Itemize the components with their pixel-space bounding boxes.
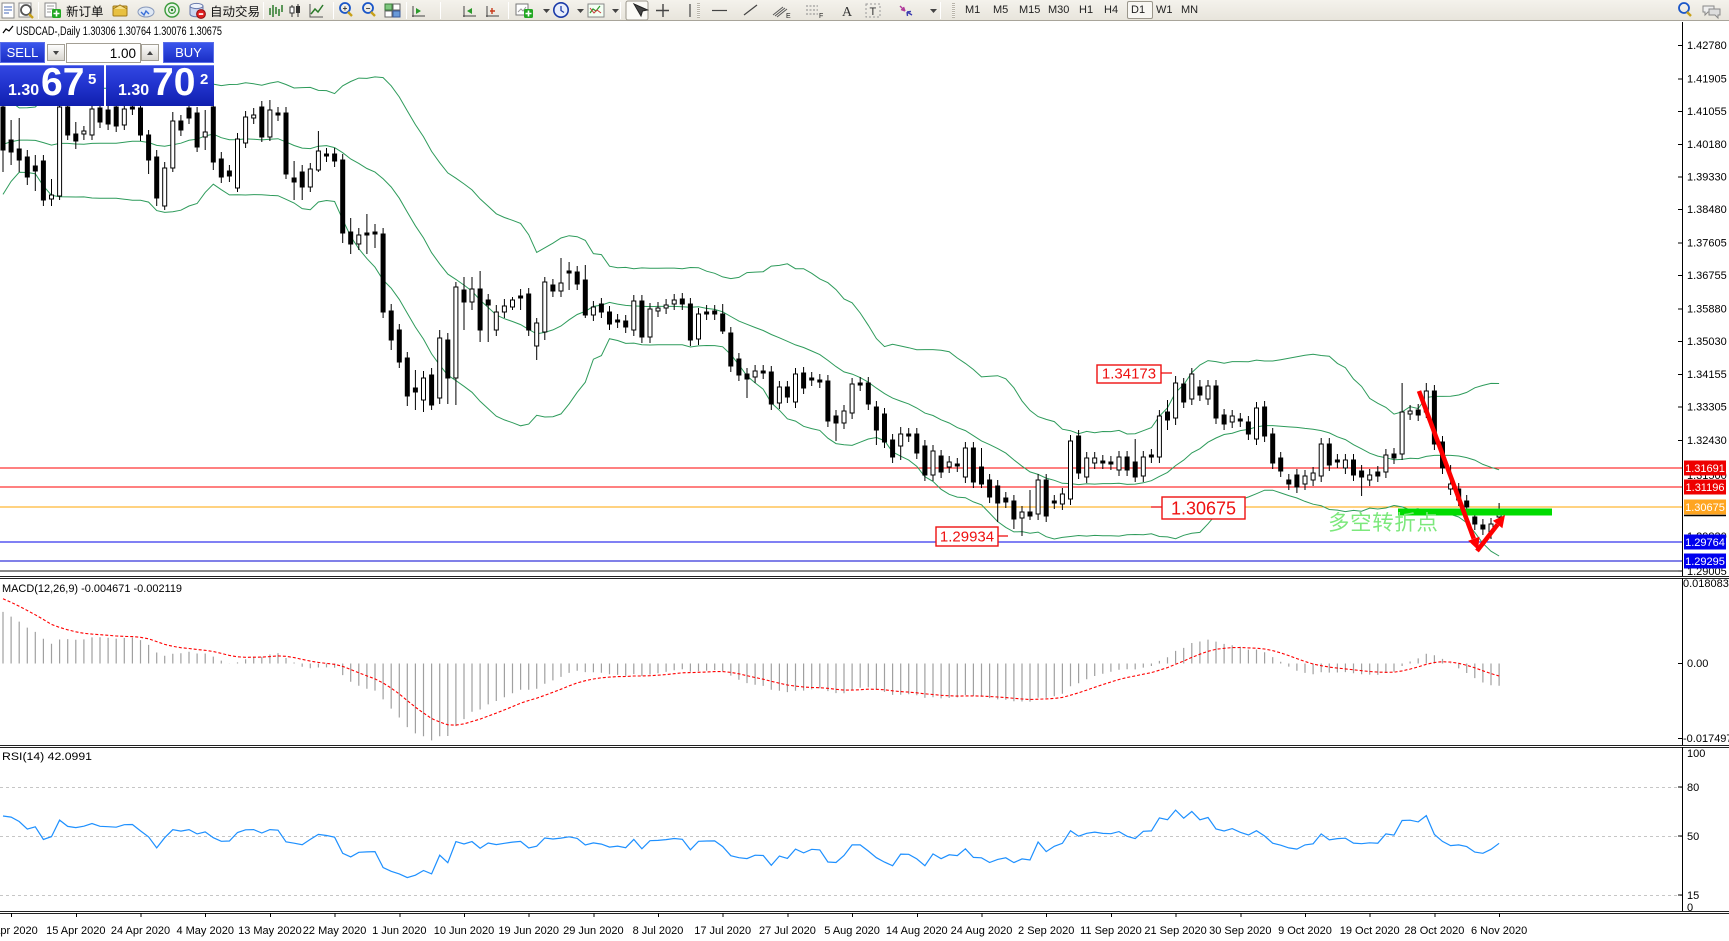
svg-text:28 Oct 2020: 28 Oct 2020	[1404, 925, 1464, 937]
svg-text:1.35880: 1.35880	[1687, 303, 1727, 315]
svg-text:1.34173: 1.34173	[1102, 366, 1156, 383]
svg-text:22 May 2020: 22 May 2020	[303, 925, 367, 937]
svg-text:1.32430: 1.32430	[1687, 435, 1727, 447]
svg-text:E: E	[786, 13, 791, 20]
svg-text:1 Jun 2020: 1 Jun 2020	[372, 925, 426, 937]
svg-text:2 Sep 2020: 2 Sep 2020	[1018, 925, 1074, 937]
svg-text:10 Jun 2020: 10 Jun 2020	[434, 925, 495, 937]
svg-text:1.40180: 1.40180	[1687, 139, 1727, 151]
svg-text:21 Sep 2020: 21 Sep 2020	[1144, 925, 1206, 937]
svg-text:MACD(12,26,9) -0.004671 -0.002: MACD(12,26,9) -0.004671 -0.002119	[2, 583, 182, 595]
svg-text:13 May 2020: 13 May 2020	[238, 925, 302, 937]
svg-text:1.29295: 1.29295	[1685, 556, 1725, 568]
svg-text:1.41055: 1.41055	[1687, 106, 1727, 118]
svg-text:27 Jul 2020: 27 Jul 2020	[759, 925, 816, 937]
svg-text:1.42780: 1.42780	[1687, 40, 1727, 52]
svg-text:0: 0	[1687, 902, 1693, 914]
svg-text:80: 80	[1687, 782, 1699, 794]
svg-text:4 May 2020: 4 May 2020	[176, 925, 233, 937]
svg-text:15 Apr 2020: 15 Apr 2020	[46, 925, 105, 937]
svg-text:11 Sep 2020: 11 Sep 2020	[1080, 925, 1142, 937]
svg-text:50: 50	[1687, 831, 1699, 843]
svg-text:1.29005: 1.29005	[1687, 566, 1727, 578]
svg-text:24 Aug 2020: 24 Aug 2020	[951, 925, 1013, 937]
svg-text:T: T	[870, 6, 877, 18]
svg-text:1.29764: 1.29764	[1685, 537, 1725, 549]
svg-text:1.41905: 1.41905	[1687, 73, 1727, 85]
svg-text:30 Sep 2020: 30 Sep 2020	[1209, 925, 1271, 937]
svg-text:1.37605: 1.37605	[1687, 238, 1727, 250]
svg-text:1.29934: 1.29934	[940, 529, 994, 546]
svg-text:+: +	[343, 4, 348, 13]
svg-text:8 Jul 2020: 8 Jul 2020	[633, 925, 684, 937]
svg-text:1.30675: 1.30675	[1171, 499, 1236, 519]
svg-text:−: −	[366, 4, 371, 13]
svg-text:5 Aug 2020: 5 Aug 2020	[824, 925, 880, 937]
svg-text:0.018083: 0.018083	[1683, 578, 1729, 590]
svg-text:9 Oct 2020: 9 Oct 2020	[1278, 925, 1332, 937]
svg-text:F: F	[819, 13, 823, 20]
svg-text:17 Jul 2020: 17 Jul 2020	[694, 925, 751, 937]
svg-text:15: 15	[1687, 890, 1699, 902]
svg-text:14 Aug 2020: 14 Aug 2020	[886, 925, 948, 937]
svg-text:1.31196: 1.31196	[1686, 482, 1725, 494]
svg-text:1.36755: 1.36755	[1687, 270, 1727, 282]
svg-text:6 Nov 2020: 6 Nov 2020	[1471, 925, 1527, 937]
svg-text:-0.017497: -0.017497	[1683, 733, 1729, 745]
svg-text:1.34155: 1.34155	[1687, 369, 1727, 381]
svg-text:1.33305: 1.33305	[1687, 402, 1727, 414]
svg-text:19 Jun 2020: 19 Jun 2020	[498, 925, 559, 937]
svg-text:USDCAD-,Daily 1.30306 1.30764: USDCAD-,Daily 1.30306 1.30764 1.30076 1.…	[16, 26, 222, 38]
svg-text:1.39330: 1.39330	[1687, 172, 1727, 184]
svg-text:6 Apr 2020: 6 Apr 2020	[0, 925, 38, 937]
svg-text:1.31691: 1.31691	[1685, 463, 1725, 475]
svg-text:0.00: 0.00	[1687, 658, 1708, 670]
svg-text:29 Jun 2020: 29 Jun 2020	[563, 925, 624, 937]
svg-text:RSI(14) 42.0991: RSI(14) 42.0991	[2, 751, 92, 763]
svg-text:1.38480: 1.38480	[1687, 204, 1727, 216]
svg-text:19 Oct 2020: 19 Oct 2020	[1340, 925, 1400, 937]
svg-text:100: 100	[1687, 748, 1705, 760]
svg-text:1.35030: 1.35030	[1687, 336, 1727, 348]
svg-text:24 Apr 2020: 24 Apr 2020	[111, 925, 170, 937]
svg-text:A: A	[842, 5, 853, 20]
svg-text:1.30675: 1.30675	[1685, 502, 1725, 514]
